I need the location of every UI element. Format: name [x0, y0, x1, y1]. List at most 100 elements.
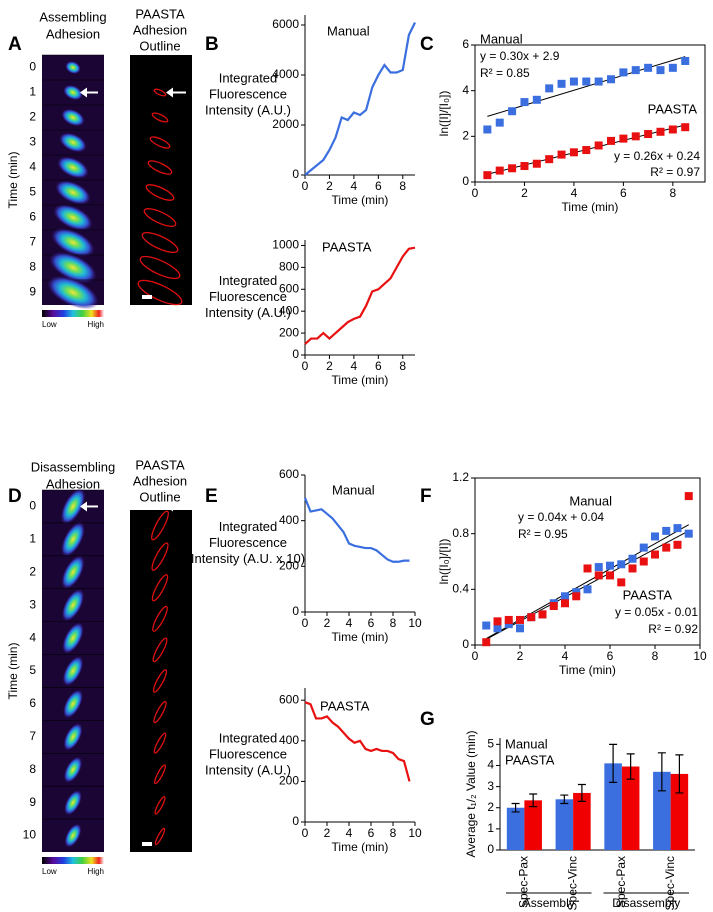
- data-point: [493, 624, 502, 633]
- x-tick-label: 6: [607, 649, 614, 663]
- adhesion-outline: [153, 88, 167, 97]
- adhesion-signal: [62, 622, 84, 654]
- y-tick-label: 0: [292, 814, 299, 828]
- colorbar-label: High: [88, 320, 104, 329]
- adhesion-signal: [61, 108, 85, 127]
- trend-line: [487, 56, 686, 117]
- data-line: [304, 246, 416, 345]
- y-tick-label: 2: [487, 800, 494, 814]
- legend-label: Manual: [480, 31, 523, 46]
- data-point: [495, 118, 504, 127]
- data-point: [582, 146, 591, 155]
- scale-bar: [142, 842, 152, 846]
- time-label: 8: [29, 260, 36, 274]
- y-tick-label: 2000: [272, 117, 299, 131]
- time-label: 3: [29, 597, 36, 611]
- x-axis-label: Time (min): [332, 373, 389, 387]
- y-tick-label: 400: [279, 303, 299, 317]
- legend-label: PAASTA: [320, 698, 370, 713]
- adhesion-outline: [149, 136, 171, 149]
- time-label: 1: [29, 85, 36, 99]
- x-tick-label: 4: [346, 616, 353, 630]
- y-tick-label: 0: [292, 167, 299, 181]
- data-point: [594, 77, 603, 86]
- data-point: [644, 130, 653, 139]
- data-point: [631, 132, 640, 141]
- x-tick-label: 6: [375, 359, 382, 373]
- data-point: [606, 571, 614, 580]
- adhesion-signal: [63, 723, 83, 751]
- error-bar: [529, 793, 538, 808]
- y-axis-label: Fluorescence: [209, 746, 287, 761]
- panel-title: Adhesion: [133, 473, 187, 488]
- time-label: 8: [29, 762, 36, 776]
- adhesion-outline: [153, 732, 167, 754]
- adhesion-signal: [59, 132, 87, 153]
- time-label: 3: [29, 135, 36, 149]
- arrow-head: [166, 87, 173, 98]
- y-axis-label: ln([I₀]/[I]): [437, 539, 451, 585]
- x-tick-label: Spec-Pax: [517, 856, 531, 908]
- y-axis-label: Time (min): [6, 152, 20, 209]
- data-point: [516, 624, 524, 633]
- data-point: [549, 602, 558, 611]
- group-label: Disassembly: [612, 896, 680, 910]
- bar: [506, 807, 525, 850]
- x-axis-label: Time (min): [562, 200, 619, 214]
- data-point: [482, 638, 491, 647]
- colorbar: [42, 310, 104, 317]
- time-label: 2: [29, 564, 36, 578]
- y-axis-label: Intensity (A.U.): [205, 305, 291, 320]
- data-point: [482, 621, 491, 630]
- y-tick-label: 0: [462, 174, 469, 188]
- data-point: [619, 134, 628, 143]
- y-axis-label: Intensity (A.U.): [205, 762, 291, 777]
- adhesion-outline: [151, 542, 169, 571]
- adhesion-signal: [62, 655, 84, 687]
- adhesion-outline: [152, 637, 168, 663]
- time-label: 4: [29, 630, 36, 644]
- adhesion-outline: [143, 208, 177, 227]
- adhesion-outline: [151, 574, 169, 602]
- x-tick-label: 4: [351, 179, 358, 193]
- data-point: [508, 107, 517, 116]
- y-tick-label: 4: [487, 758, 494, 772]
- x-tick-label: 2: [326, 179, 333, 193]
- panel-letter: B: [205, 34, 219, 55]
- bar: [555, 799, 574, 850]
- arrow-head: [80, 87, 87, 98]
- adhesion-signal: [61, 555, 85, 590]
- data-point: [583, 585, 592, 594]
- adhesion-signal: [57, 156, 89, 179]
- data-line: [304, 22, 416, 176]
- data-point: [607, 75, 616, 84]
- panel-title: Outline: [139, 489, 180, 504]
- adhesion-signal: [55, 180, 91, 205]
- legend-label: Manual: [505, 736, 548, 751]
- panel-letter: C: [420, 34, 434, 55]
- x-tick-label: 10: [408, 826, 422, 840]
- panel-title: PAASTA: [135, 6, 185, 21]
- time-label: 2: [29, 110, 36, 124]
- y-tick-label: 0: [462, 637, 469, 651]
- y-tick-label: 1.2: [452, 470, 469, 484]
- data-point: [508, 164, 517, 173]
- y-tick-label: 200: [279, 559, 299, 573]
- panel-title: Assembling: [39, 9, 106, 24]
- data-point: [651, 550, 659, 559]
- time-label: 1: [29, 532, 36, 546]
- data-point: [527, 613, 536, 622]
- time-label: 5: [29, 185, 36, 199]
- panel-title: Outline: [139, 38, 180, 53]
- x-tick-label: 2: [324, 616, 331, 630]
- y-axis-label: Intensity (A.U. x 10): [191, 551, 305, 566]
- data-point: [538, 610, 547, 619]
- x-tick-label: 2: [517, 649, 524, 663]
- adhesion-outline: [137, 279, 183, 306]
- adhesion-signal: [61, 521, 85, 557]
- legend-label: Manual: [332, 482, 375, 497]
- data-point: [545, 155, 554, 164]
- data-point: [681, 56, 690, 65]
- data-point: [569, 148, 578, 157]
- x-tick-label: 0: [302, 179, 309, 193]
